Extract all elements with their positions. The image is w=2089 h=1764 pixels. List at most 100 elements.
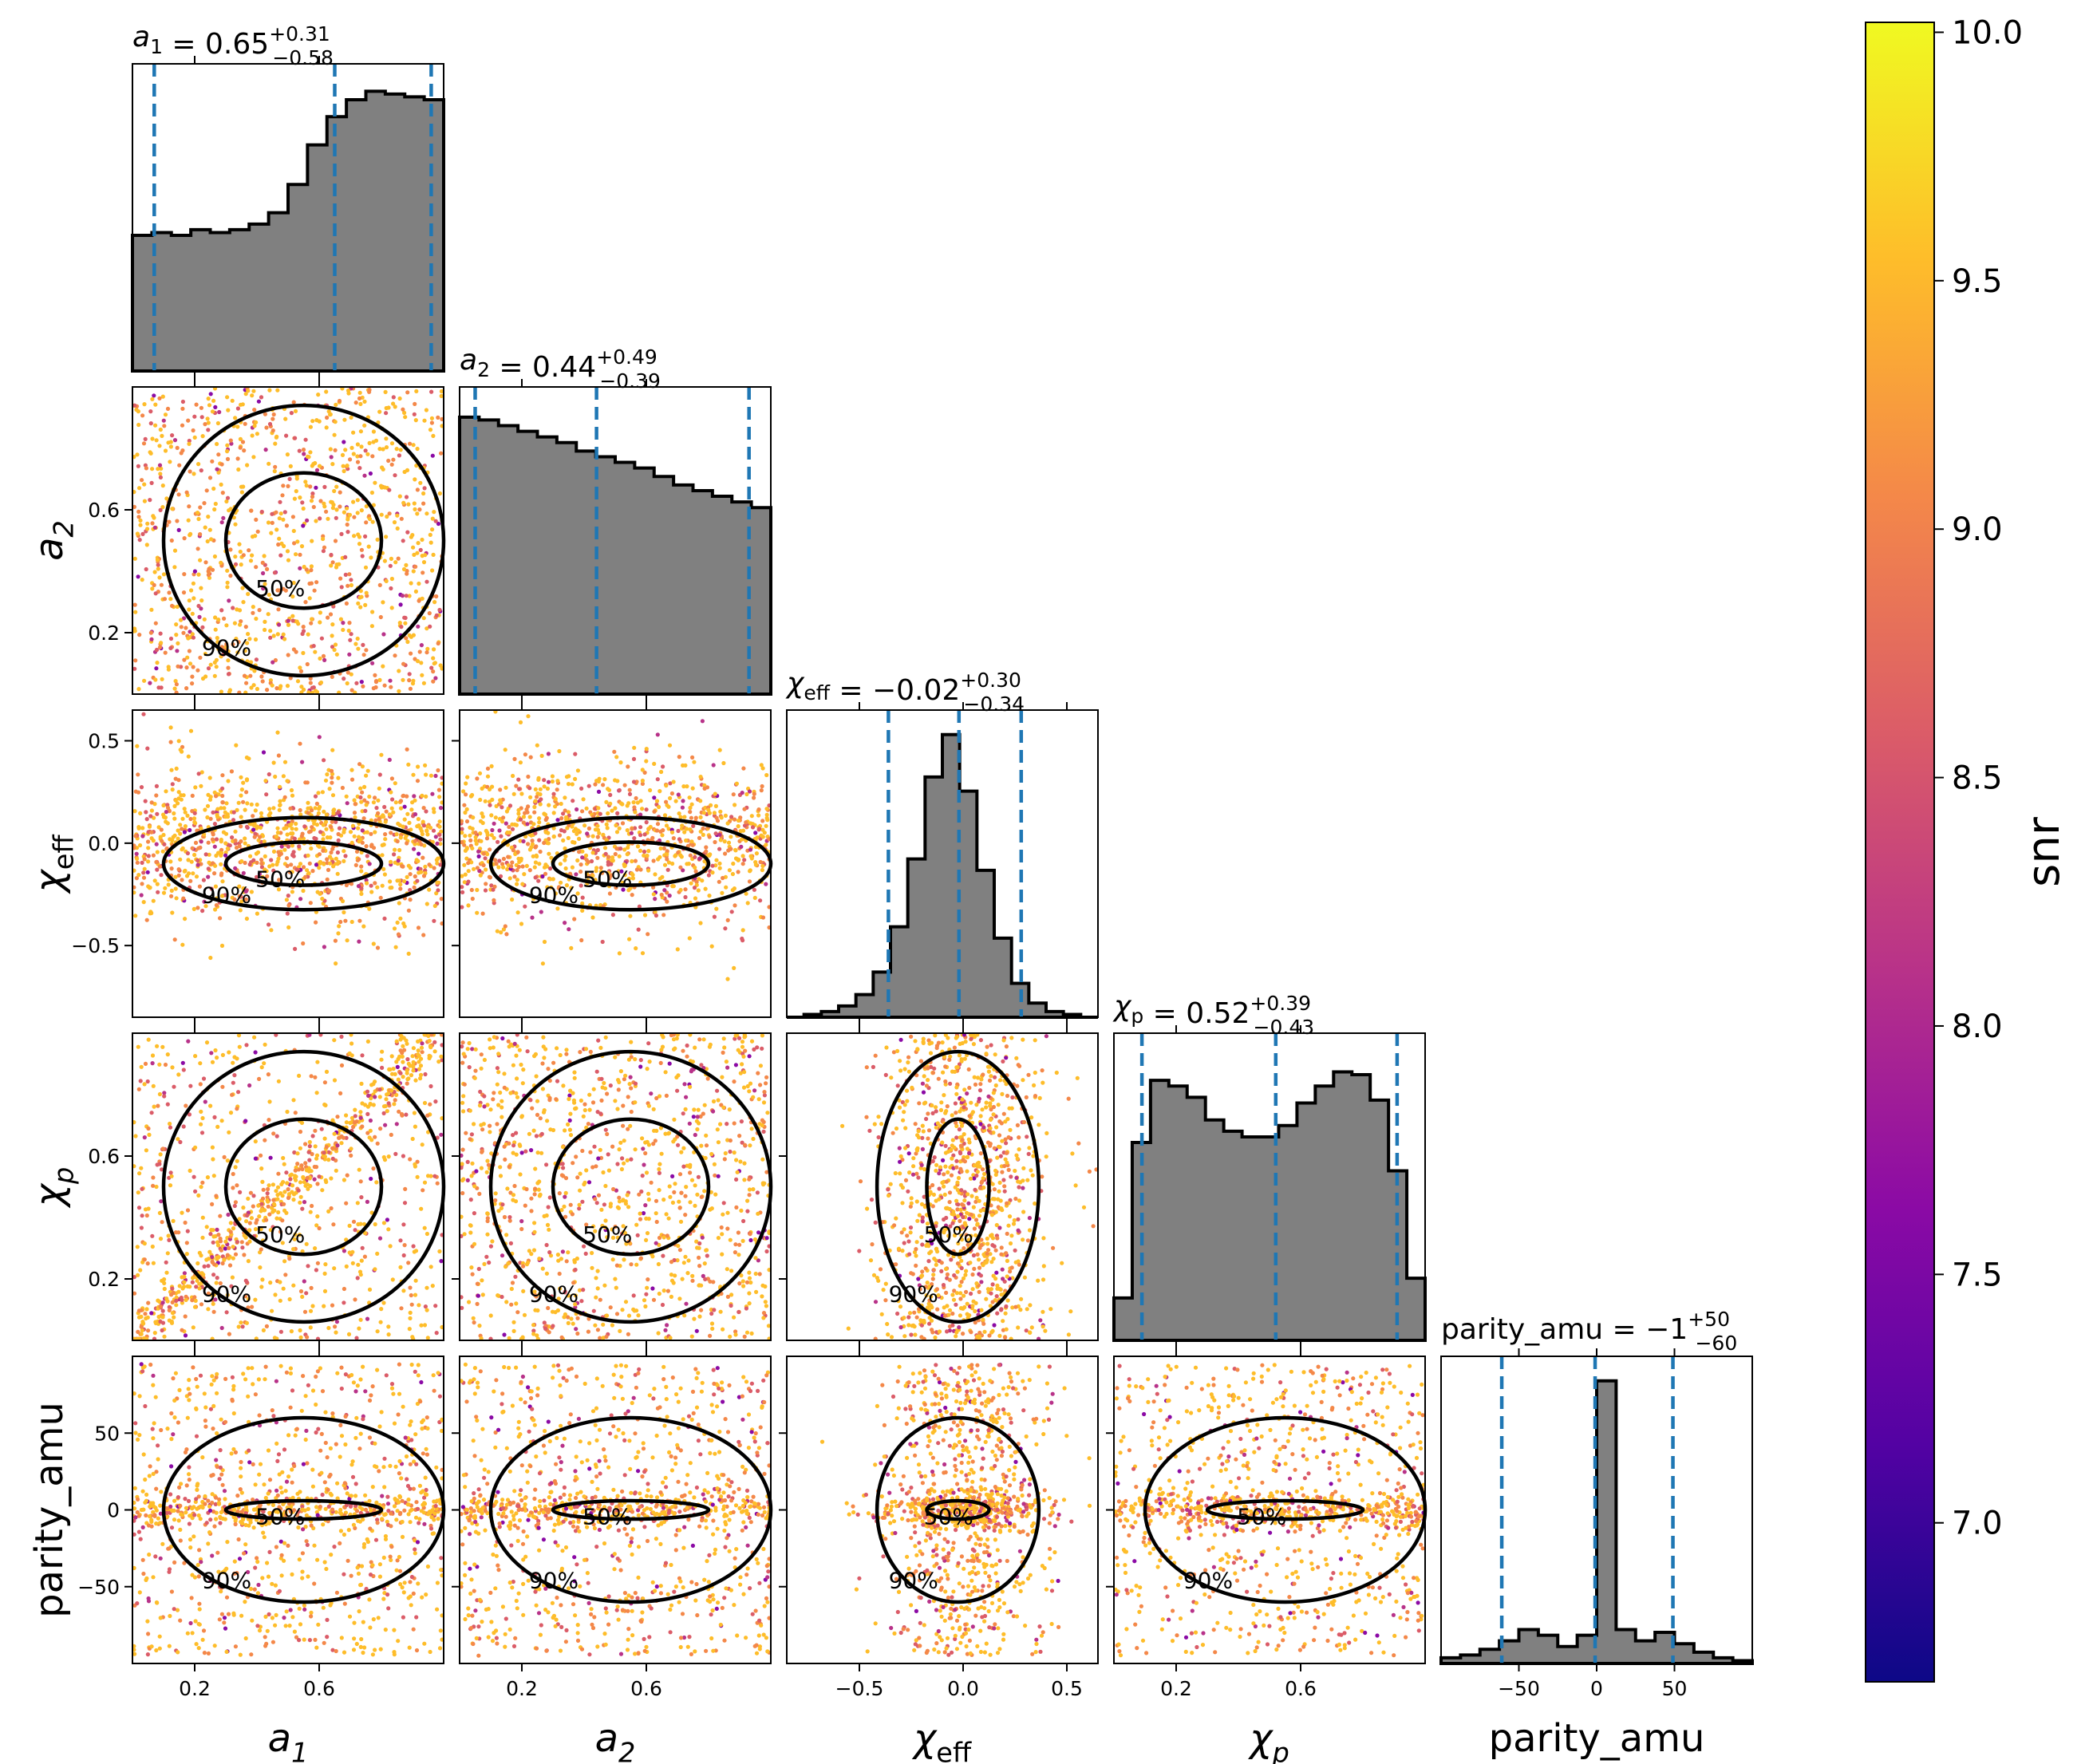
contour-label-50-chi_p-a1: 50%	[255, 1221, 305, 1248]
contour-50-chi_eff-a2	[551, 840, 711, 887]
x-tick-label-chi_p: 0.6	[1285, 1677, 1317, 1700]
panel-frame	[132, 709, 444, 1018]
x-axis-label-parity_amu: parity_amu	[1489, 1716, 1705, 1761]
histogram-chi_eff	[787, 732, 1098, 1019]
y-tick-label-a2: 0.2	[88, 622, 120, 645]
y-tick-label-parity_amu: −50	[77, 1576, 120, 1599]
colorbar-tick-label: 8.5	[1952, 760, 2003, 797]
scatter-chi_p-vs-a2	[459, 1032, 772, 1341]
y-tick-label-chi_p: 0.2	[88, 1268, 120, 1291]
y-tick-label-chi_eff: −0.5	[71, 934, 120, 957]
contour-50-a2-a1	[223, 471, 384, 610]
y-axis-label-parity_amu: parity_amu	[27, 1402, 72, 1618]
scatter-chi_p-vs-chi_eff	[840, 1032, 1099, 1341]
x-tick-label-a2: 0.6	[630, 1677, 662, 1700]
x-axis-label-chi_eff: χeff	[911, 1716, 972, 1764]
panel-chi_eff-chi_eff: χeff = −0.02+0.30 −0.34	[785, 667, 1099, 1025]
contour-label-90-parity_amu-a1: 90%	[202, 1568, 251, 1594]
contour-label-90-chi_p-a1: 90%	[202, 1281, 251, 1307]
panel-chi_p-chi_p: χp = 0.52+0.39 −0.43	[1112, 990, 1427, 1348]
x-tick-label-chi_eff: 0.5	[1051, 1677, 1083, 1700]
scatter-chi_p-vs-a1	[132, 1032, 444, 1341]
y-axis-label-chi_eff: χeff	[27, 835, 79, 895]
contour-label-90-parity_amu-chi_eff: 90%	[889, 1568, 938, 1594]
x-tick-label-parity_amu: 50	[1662, 1677, 1688, 1700]
contour-label-50-chi_eff-a1: 50%	[255, 866, 305, 892]
x-tick-label-a1: 0.2	[179, 1677, 211, 1700]
colorbar-tick-label: 7.5	[1952, 1257, 2003, 1293]
histogram-a2	[458, 415, 772, 696]
contour-label-50-chi_p-chi_eff: 50%	[924, 1221, 973, 1248]
contour-label-90-chi_eff-a1: 90%	[202, 882, 251, 909]
colorbar-gradient	[1865, 22, 1935, 1683]
colorbar-tick-label: 9.0	[1952, 511, 2003, 548]
x-tick-label-parity_amu: 0	[1590, 1677, 1603, 1700]
y-tick-label-chi_eff: 0.0	[88, 832, 120, 855]
title-parity_amu: parity_amu = −1+50 −60	[1441, 1308, 1737, 1355]
contour-50-chi_eff-a1	[223, 840, 384, 887]
histogram-chi_p	[1112, 1070, 1427, 1342]
panel-a2-a1: 90% 50% 0.2 0.6	[88, 379, 446, 702]
y-tick-label-chi_p: 0.6	[88, 1145, 120, 1168]
contour-label-90-a2-a1: 90%	[202, 634, 251, 661]
colorbar-tick-label: 10.0	[1952, 14, 2023, 51]
panel-chi_p-a1: 90% 50% 0.2 0.6	[88, 1025, 446, 1348]
x-axis-label-chi_p: χp	[1247, 1716, 1289, 1764]
colorbar-label: snr	[2018, 816, 2070, 887]
panel-frame	[459, 386, 772, 695]
scatter-parity_amu-vs-chi_eff	[819, 1363, 1092, 1657]
contour-label-50-chi_eff-a2: 50%	[582, 866, 632, 892]
panel-frame	[132, 386, 444, 695]
histogram-a1	[131, 89, 445, 373]
panel-frame	[459, 1032, 772, 1341]
panel-chi_eff-a1: 90%50% −0.5 0.0 0.5	[71, 702, 446, 1025]
colorbar-tick-label: 9.5	[1952, 263, 2003, 300]
contour-50-parity_amu-chi_p	[1205, 1498, 1365, 1521]
panel-a1-a1: a1 = 0.65+0.31 −0.58	[131, 21, 445, 379]
x-tick-label-parity_amu: −50	[1498, 1677, 1540, 1700]
contour-90-parity_amu-chi_eff	[875, 1415, 1041, 1604]
panel-frame	[132, 1032, 444, 1341]
panel-chi_p-chi_eff: 90% 50%	[779, 1025, 1099, 1348]
x-tick-label-chi_eff: 0.0	[947, 1677, 979, 1700]
title-chi_p: χp = 0.52+0.39 −0.43	[1112, 990, 1314, 1039]
contour-50-chi_p-chi_eff	[925, 1117, 991, 1257]
contour-label-50-parity_amu-chi_eff: 50%	[924, 1504, 973, 1530]
contour-label-90-parity_amu-a2: 90%	[529, 1568, 579, 1594]
panel-parity_amu-a1: 90% 50% 0.2 0.6 −50 0 50	[77, 1348, 446, 1700]
x-tick-label-chi_p: 0.2	[1160, 1677, 1192, 1700]
panel-parity_amu-chi_p: 90% 50% 0.2 0.6	[1106, 1348, 1428, 1700]
x-tick-label-chi_eff: −0.5	[835, 1677, 884, 1700]
y-tick-label-a2: 0.6	[88, 499, 120, 522]
contour-50-parity_amu-a1	[223, 1498, 384, 1521]
x-tick-label-a1: 0.6	[303, 1677, 335, 1700]
panel-parity_amu-parity_amu: parity_amu = −1+50 −60 −50 0 50	[1439, 1308, 1754, 1700]
title-a1: a1 = 0.65+0.31 −0.58	[132, 21, 334, 69]
panel-frame	[132, 63, 444, 372]
panel-frame	[459, 709, 772, 1018]
contour-50-chi_p-a1	[223, 1117, 384, 1257]
scatter-a2-vs-a1	[132, 386, 444, 695]
title-chi_eff: χeff = −0.02+0.30 −0.34	[785, 667, 1025, 716]
contour-50-parity_amu-chi_eff	[925, 1498, 991, 1521]
colorbar-tick-label: 7.0	[1952, 1506, 2003, 1542]
colorbar-tick-label: 8.0	[1952, 1008, 2003, 1045]
contour-label-90-parity_amu-chi_p: 90%	[1183, 1568, 1233, 1594]
title-a2: a2 = 0.44+0.49 −0.39	[460, 344, 661, 393]
x-tick-label-a2: 0.2	[506, 1677, 538, 1700]
contour-90-chi_p-chi_eff	[875, 1049, 1041, 1324]
scatter-parity_amu-vs-a2	[459, 1362, 772, 1658]
panel-parity_amu-a2: 90% 50% 0.2 0.6	[452, 1348, 773, 1700]
contour-label-50-parity_amu-a1: 50%	[255, 1504, 305, 1530]
y-tick-label-parity_amu: 0	[107, 1499, 120, 1522]
contour-label-90-chi_p-a2: 90%	[529, 1281, 579, 1307]
y-axis-label-chi_p: χp	[27, 1167, 79, 1210]
panel-chi_eff-a2: 90%50%	[452, 702, 773, 1025]
contour-label-90-chi_p-chi_eff: 90%	[889, 1281, 938, 1307]
panel-frame	[786, 1032, 1099, 1341]
x-axis-label-a2: a2	[595, 1716, 636, 1764]
panel-frame	[1113, 1032, 1426, 1341]
scatter-chi_eff-vs-a2	[459, 709, 772, 981]
panel-chi_p-a2: 90% 50%	[452, 1025, 773, 1348]
